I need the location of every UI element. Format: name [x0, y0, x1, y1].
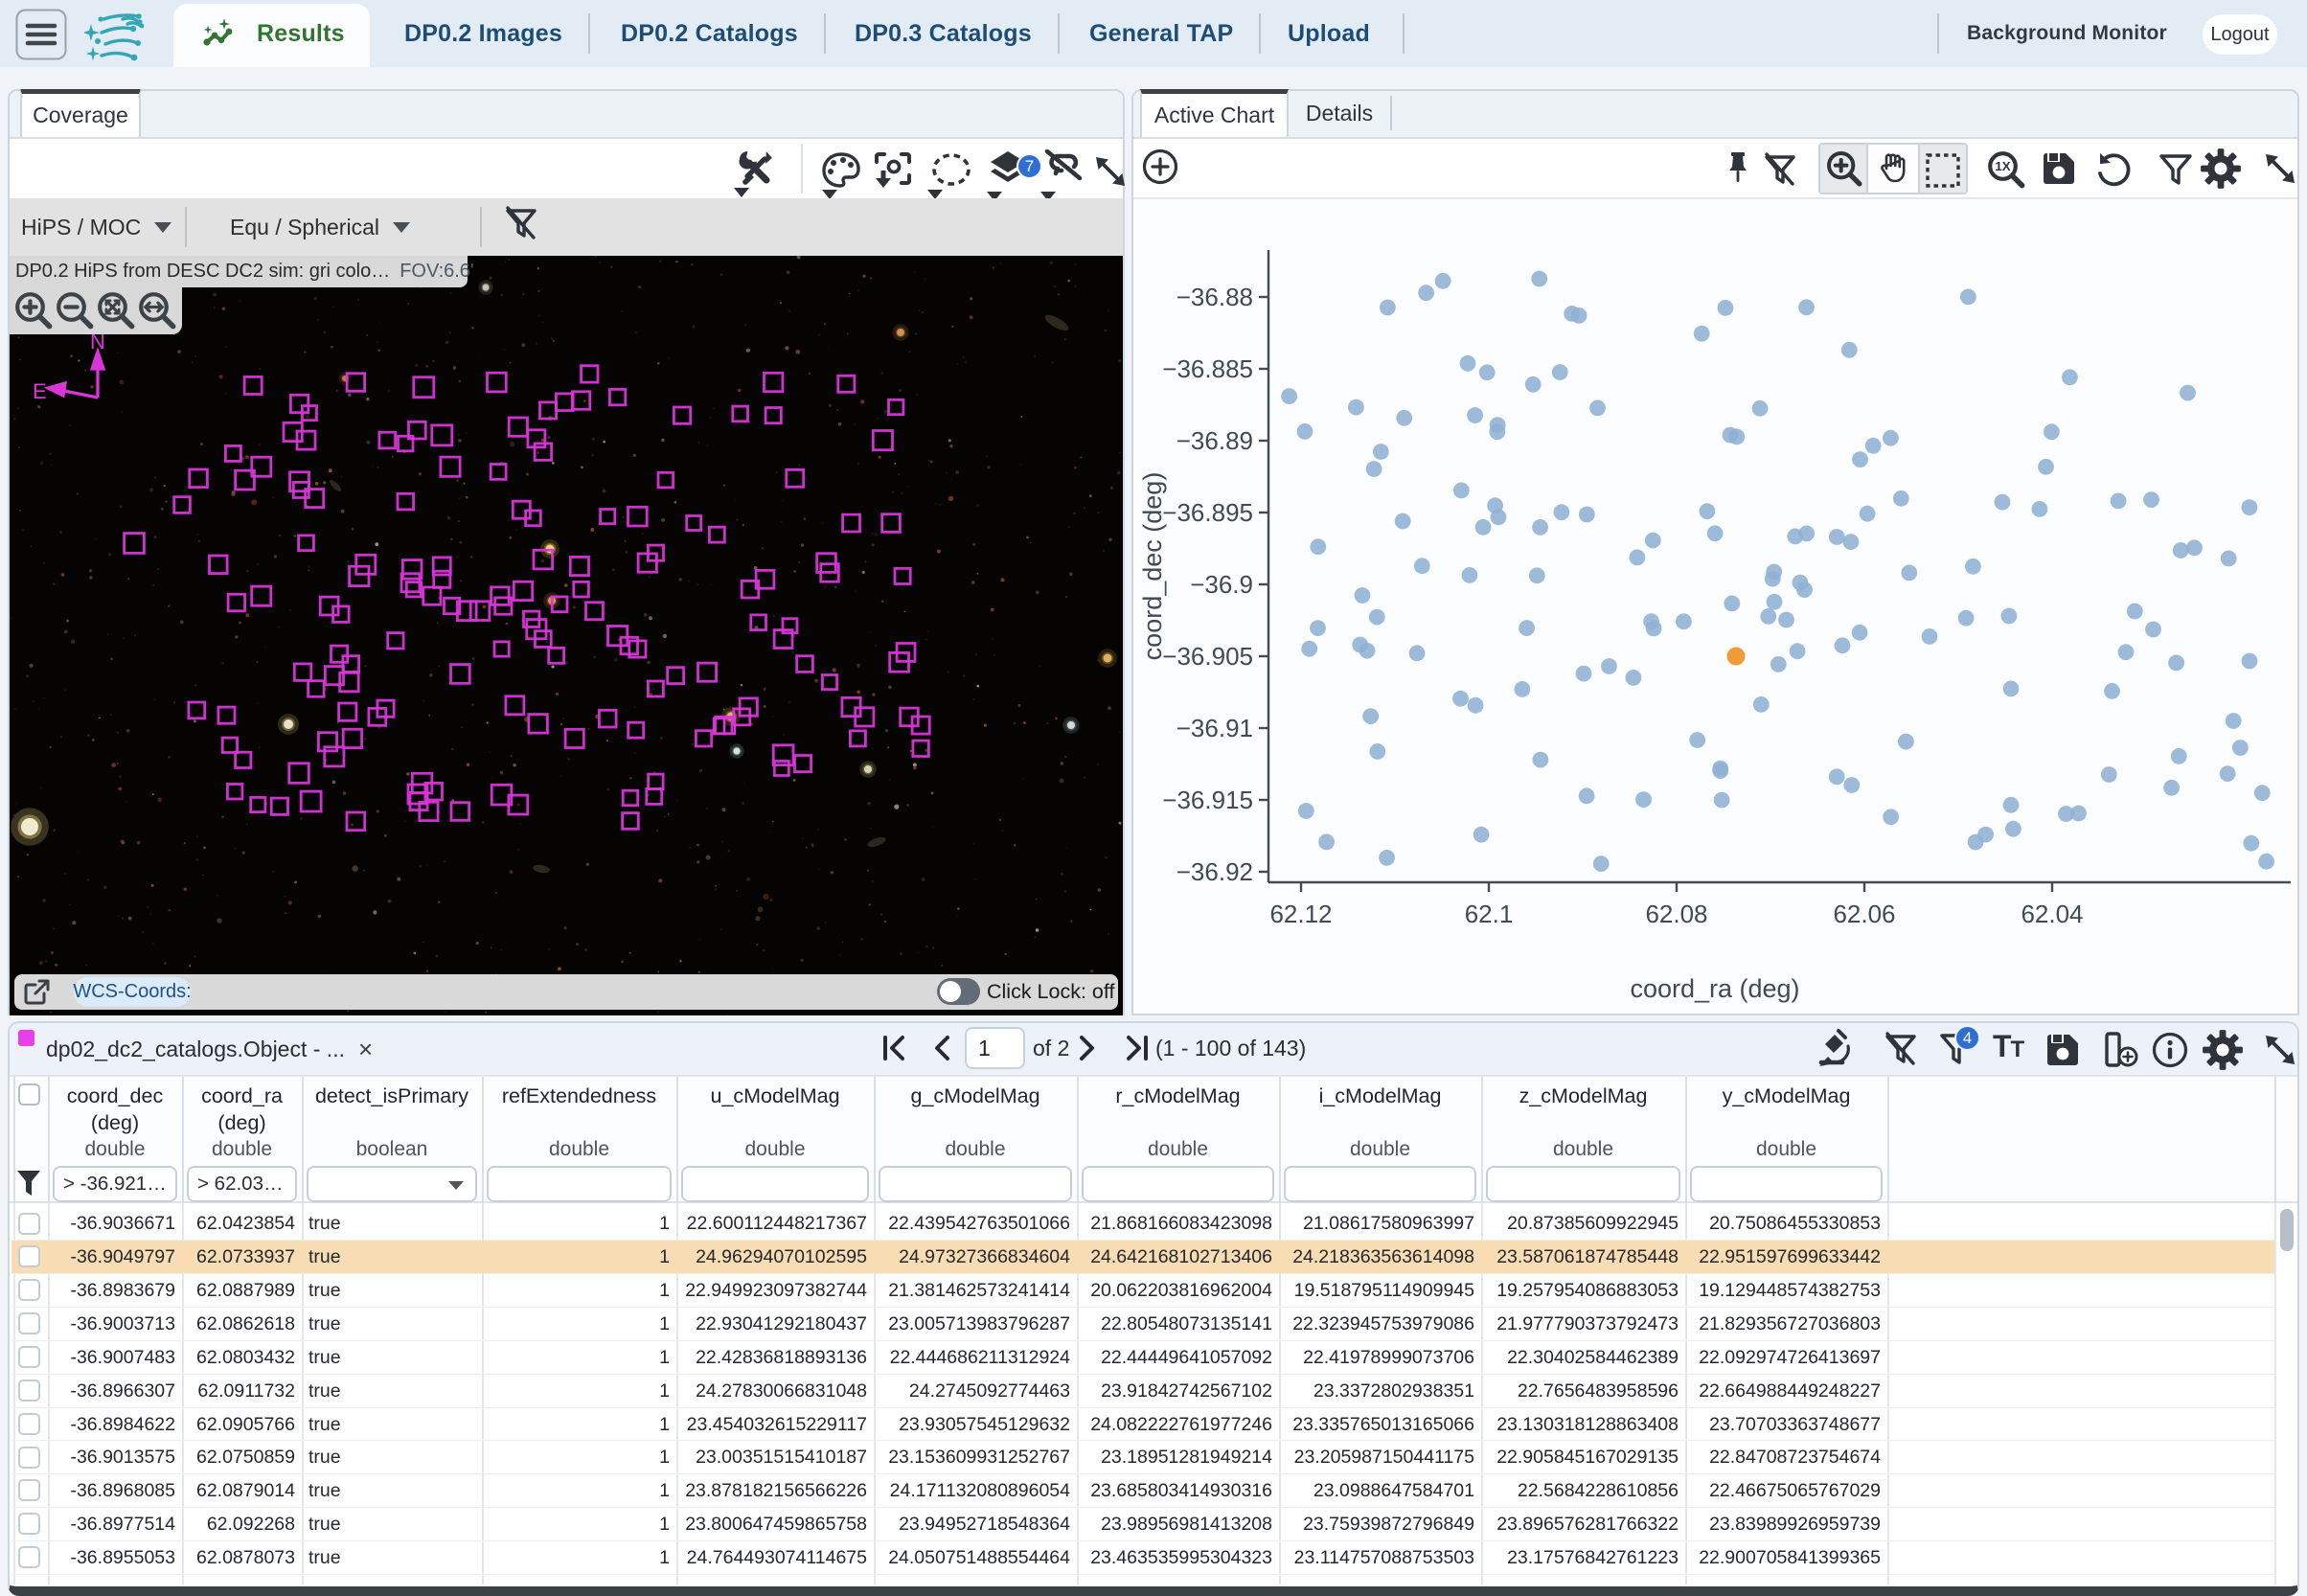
svg-text:coord_ra (deg): coord_ra (deg)	[1630, 974, 1799, 1003]
svg-text:coord_dec (deg): coord_dec (deg)	[1138, 472, 1167, 661]
svg-text:62.06: 62.06	[1833, 900, 1895, 928]
svg-text:E: E	[33, 379, 47, 403]
svg-text:−36.91: −36.91	[1176, 714, 1253, 742]
svg-text:1X: 1X	[1995, 159, 2010, 173]
svg-text:62.08: 62.08	[1645, 900, 1707, 928]
svg-text:−36.885: −36.885	[1162, 354, 1253, 383]
svg-text:−36.9: −36.9	[1190, 570, 1253, 599]
svg-text:−36.905: −36.905	[1162, 642, 1253, 671]
svg-text:62.12: 62.12	[1269, 900, 1332, 928]
svg-text:62.1: 62.1	[1465, 900, 1514, 928]
svg-text:N: N	[90, 330, 105, 353]
svg-text:62.04: 62.04	[2021, 900, 2083, 928]
svg-text:−36.915: −36.915	[1162, 786, 1253, 814]
svg-text:−36.895: −36.895	[1162, 498, 1253, 527]
svg-text:−36.88: −36.88	[1176, 283, 1253, 311]
svg-text:−36.89: −36.89	[1176, 426, 1253, 455]
svg-text:−36.92: −36.92	[1176, 857, 1253, 886]
